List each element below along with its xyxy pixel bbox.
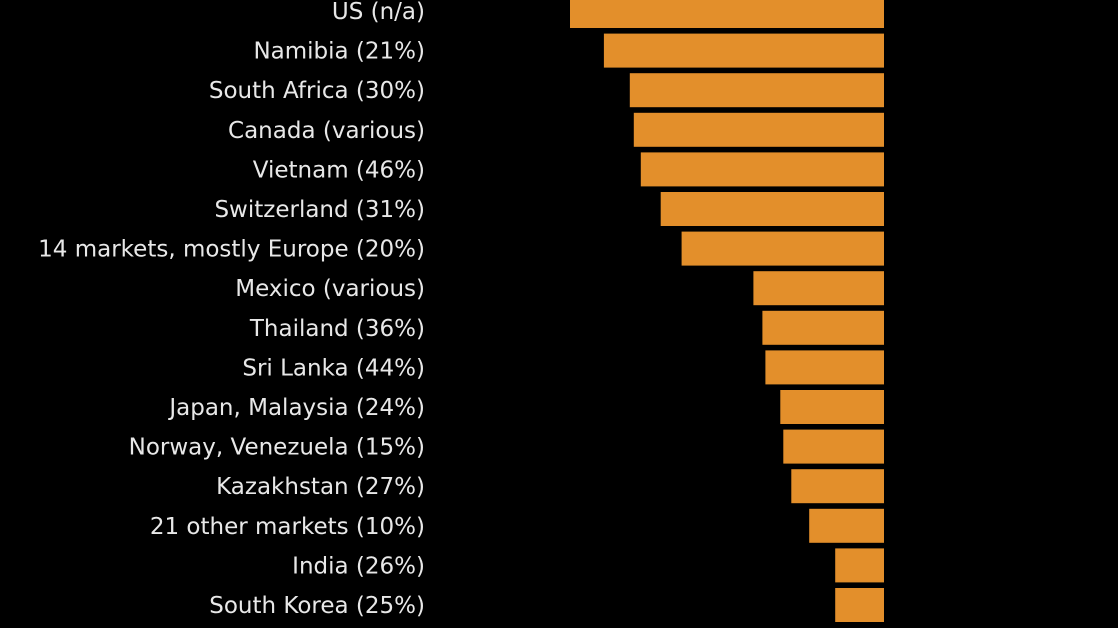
category-label-2: South Africa (30%) [209,78,425,104]
category-label-5: Switzerland (31%) [214,197,425,223]
category-label-14: India (26%) [292,553,425,579]
bar-8 [762,310,884,345]
category-label-4: Vietnam (46%) [253,157,425,183]
category-label-11: Norway, Venezuela (15%) [129,435,425,461]
bar-0 [570,0,884,28]
category-label-7: Mexico (various) [235,276,425,302]
bar-13 [809,508,884,543]
bar-6 [681,231,884,266]
bars-group [570,0,884,622]
bar-10 [780,390,884,424]
category-label-1: Namibia (21%) [253,39,425,65]
category-label-0: US (n/a) [332,0,425,25]
bar-3 [633,112,884,147]
category-label-13: 21 other markets (10%) [150,514,425,540]
category-label-3: Canada (various) [228,118,425,144]
bar-2 [629,73,884,108]
category-label-10: Japan, Malaysia (24%) [167,395,425,421]
bar-14 [835,548,884,583]
bar-11 [783,429,884,464]
bar-15 [835,588,884,622]
category-label-15: South Korea (25%) [209,593,425,619]
category-label-8: Thailand (36%) [249,316,425,342]
category-labels-group: US (n/a) Namibia (21%) South Africa (30%) C… [38,0,425,619]
bar-4 [640,152,884,187]
bar-7 [753,271,884,306]
bar-12 [791,469,884,504]
bar-1 [603,33,884,68]
category-label-12: Kazakhstan (27%) [216,474,425,500]
category-label-9: Sri Lanka (44%) [242,355,425,381]
bar-5 [660,192,884,226]
category-label-6: 14 markets, mostly Europe (20%) [38,237,425,263]
bar-9 [765,350,884,385]
